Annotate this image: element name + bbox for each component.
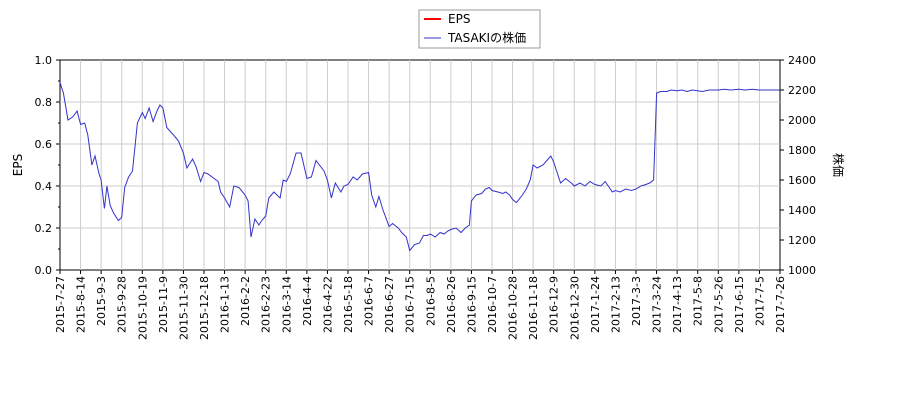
legend-label-eps: EPS	[448, 12, 470, 26]
legend-box	[418, 9, 541, 49]
x-tick-label: 2017-5-8	[692, 276, 705, 326]
x-tick-label: 2016-5-18	[342, 276, 355, 333]
y-tick-label-right: 1800	[788, 144, 816, 157]
y-axis-title-right: 株価	[831, 153, 846, 177]
x-tick-label: 2015-11-30	[177, 276, 190, 340]
y-tick-label-right: 2400	[788, 54, 816, 67]
x-tick-label: 2016-7-15	[404, 276, 417, 333]
grid	[60, 60, 780, 270]
axis-ticks: 0.0 0.2 0.4 0.6 0.8 1.0 1000 1200 1400 1600 1800 20…	[35, 54, 817, 340]
x-tick-label: 2017-4-13	[671, 276, 684, 333]
y-tick-label-left: 1.0	[35, 54, 53, 67]
y-tick-label-right: 1000	[788, 264, 816, 277]
y-tick-label-left: 0.2	[35, 222, 53, 235]
x-tick-label: 2017-1-24	[589, 276, 602, 333]
y-tick-label-left: 0.8	[35, 96, 53, 109]
x-tick-label: 2015-8-14	[75, 276, 88, 333]
y-tick-label-right: 1200	[788, 234, 816, 247]
x-tick-label: 2015-11-9	[157, 276, 170, 333]
x-tick-label: 2017-6-15	[733, 276, 746, 333]
x-tick-label: 2017-7-5	[753, 276, 766, 326]
x-tick-label: 2017-2-13	[609, 276, 622, 333]
x-tick-label: 2016-6-27	[383, 276, 396, 333]
x-tick-label: 2016-6-7	[363, 276, 376, 326]
y-tick-label-right: 1600	[788, 174, 816, 187]
x-tick-label: 2015-9-3	[95, 276, 108, 326]
x-tick-label: 2016-2-23	[260, 276, 273, 333]
x-tick-label: 2016-10-7	[486, 276, 499, 333]
x-tick-label: 2015-12-18	[198, 276, 211, 340]
legend-label-price: TASAKIの株価	[447, 30, 526, 45]
x-tick-label: 2017-3-24	[651, 276, 664, 333]
x-tick-label: 2016-9-15	[465, 276, 478, 333]
plot-area	[59, 59, 781, 271]
x-tick-label: 2017-3-3	[630, 276, 643, 326]
series-layer	[59, 82, 780, 252]
x-tick-label: 2016-12-9	[548, 276, 561, 333]
x-tick-label: 2016-4-22	[321, 276, 334, 333]
x-tick-label: 2016-12-30	[568, 276, 581, 340]
y-tick-label-right: 2200	[788, 84, 816, 97]
x-tick-label: 2016-8-26	[445, 276, 458, 333]
x-tick-label: 2016-8-5	[424, 276, 437, 326]
x-tick-label: 2016-3-14	[280, 276, 293, 333]
y-tick-label-left: 0.4	[35, 180, 53, 193]
y-tick-label-left: 0.0	[35, 264, 53, 277]
x-tick-label: 2015-10-19	[136, 276, 149, 340]
x-tick-label: 2015-7-27	[54, 276, 67, 333]
x-tick-label: 2015-9-28	[116, 276, 129, 333]
x-tick-label: 2016-2-2	[239, 276, 252, 326]
legend: EPS TASAKIの株価	[418, 9, 541, 49]
x-tick-label: 2016-1-13	[219, 276, 232, 333]
x-tick-label: 2017-7-26	[774, 276, 787, 333]
y-tick-label-right: 1400	[788, 204, 816, 217]
x-tick-label: 2017-5-26	[712, 276, 725, 333]
y-tick-label-right: 2000	[788, 114, 816, 127]
series-line-stock-price	[59, 82, 780, 252]
x-tick-label: 2016-11-18	[527, 276, 540, 340]
y-axis-title-left: EPS	[11, 154, 25, 176]
y-tick-label-left: 0.6	[35, 138, 53, 151]
x-tick-label: 2016-4-4	[301, 276, 314, 326]
x-tick-label: 2016-10-28	[507, 276, 520, 340]
